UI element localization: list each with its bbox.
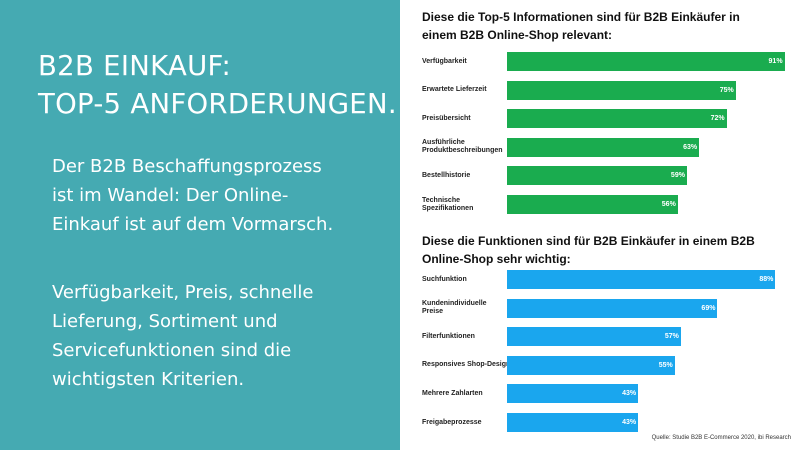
category-label-line: Spezifikationen [422,204,474,212]
slide-title: B2B EINKAUF: TOP-5 ANFORDERUNGEN. [38,47,398,123]
category-label-line: Bestellhistorie [422,171,471,179]
category-label-line: Filterfunktionen [422,332,475,340]
info-category-label: Bestellhistorie [422,172,512,180]
info-category-label: Technische Spezifikationen [422,197,512,213]
info-bar: 59% [507,166,687,186]
function-bar-value: 43% [622,390,637,398]
category-label-line: Responsives Shop-Design [422,361,511,369]
category-label-line: Ausführliche [422,139,465,147]
category-label-line: Preise [422,308,444,316]
left-panel: B2B EINKAUF: TOP-5 ANFORDERUNGEN. Der B2… [0,0,400,450]
function-bar-value: 88% [759,276,774,283]
function-bar-value: 57% [664,333,679,341]
category-label-line: Freigabeprozesse [422,418,482,426]
info-category-label: Ausführliche Produktbeschreibungen [422,139,512,155]
function-bar-value: 55% [658,361,673,369]
paragraph-line: Servicefunktionen sind die [52,340,292,361]
function-bar-value: 43% [622,419,637,426]
paragraph-line: wichtigsten Kriterien. [52,369,245,390]
chart-title-functions: Diese die Funktionen sind für B2B Einkäu… [422,232,792,268]
function-bar: 57% [507,327,681,347]
category-label-line: Produktbeschreibungen [422,147,503,155]
intro-paragraph: Der B2B Beschaffungsprozess ist im Wande… [52,152,392,239]
info-bar-value: 56% [661,201,676,208]
info-bar-value: 91% [768,58,783,65]
info-bar: 75% [507,80,736,100]
chart-title-line: Diese die Top-5 Informationen sind für B… [422,10,740,24]
info-bar-value: 75% [719,86,734,94]
slide-title-line: TOP-5 ANFORDERUNGEN. [38,88,397,120]
info-bar: 63% [507,137,700,157]
paragraph-line: Der B2B Beschaffungsprozess [52,156,322,177]
function-category-label: Filterfunktionen [422,333,512,341]
info-bar: 72% [507,109,727,129]
function-bar-value: 69% [701,304,716,312]
paragraph-line: ist im Wandel: Der Online- [52,185,289,206]
info-bar: 56% [507,195,678,214]
function-bar: 55% [507,355,675,375]
info-bar-value: 59% [670,172,685,180]
function-category-label: Freigabeprozesse [422,419,512,427]
paragraph-line: Einkauf ist auf dem Vormarsch. [52,214,334,235]
chart-title-line: Online-Shop sehr wichtig: [422,252,571,266]
paragraph-line: Lieferung, Sortiment und [52,311,278,332]
category-label-line: Suchfunktion [422,275,467,283]
function-category-label: Suchfunktion [422,276,512,284]
chart-title-line: einem B2B Online-Shop relevant: [422,28,613,42]
category-label-line: Preisübersicht [422,114,471,122]
category-label-line: Mehrere Zahlarten [422,389,483,397]
info-bar-value: 63% [683,143,698,151]
function-category-label: Kundenindividuelle Preise [422,300,512,316]
info-bar: 91% [507,52,785,71]
category-label-line: Kundenindividuelle [422,300,487,308]
info-category-label: Erwartete Lieferzeit [422,86,512,94]
slide-title-line: B2B EINKAUF: [38,50,232,82]
function-bar: 88% [507,270,776,289]
chart-title-information: Diese die Top-5 Informationen sind für B… [422,8,792,44]
function-bar: 43% [507,384,639,404]
category-label-line: Technische [422,196,460,204]
function-bar: 43% [507,413,639,432]
criteria-paragraph: Verfügbarkeit, Preis, schnelle Lieferung… [52,278,392,394]
category-label-line: Erwartete Lieferzeit [422,86,487,94]
source-note: Quelle: Studie B2B E-Commerce 2020, ibi … [651,435,791,441]
function-category-label: Responsives Shop-Design [422,361,512,369]
function-bar: 69% [507,298,718,318]
paragraph-line: Verfügbarkeit, Preis, schnelle [52,282,314,303]
charts-panel: Diese die Top-5 Informationen sind für B… [400,0,800,450]
category-label-line: Verfügbarkeit [422,57,467,65]
function-category-label: Mehrere Zahlarten [422,390,512,398]
info-bar-value: 72% [710,115,725,123]
info-category-label: Preisübersicht [422,115,512,123]
info-category-label: Verfügbarkeit [422,58,512,66]
chart-title-line: Diese die Funktionen sind für B2B Einkäu… [422,234,755,248]
